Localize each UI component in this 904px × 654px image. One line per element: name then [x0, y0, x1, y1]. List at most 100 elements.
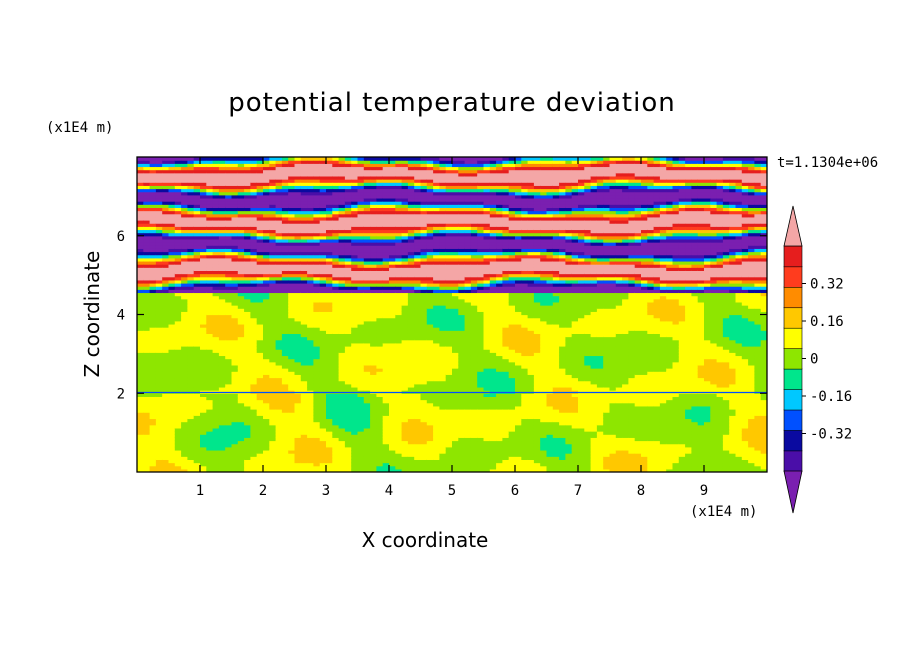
contour-cell [149, 251, 157, 256]
contour-cell [250, 421, 258, 426]
contour-cell [244, 434, 251, 438]
contour-cell [445, 421, 453, 426]
contour-cell [382, 368, 390, 372]
contour-cell [162, 333, 170, 338]
contour-cell [338, 257, 346, 262]
contour-cell [313, 273, 321, 278]
contour-cell [269, 434, 277, 438]
contour-cell [263, 197, 270, 202]
contour-cell [401, 311, 409, 316]
contour-cell [370, 295, 377, 300]
contour-cell [281, 393, 289, 397]
contour-cell [439, 358, 447, 363]
contour-cell [332, 374, 340, 379]
contour-cell [445, 317, 453, 322]
contour-cell [332, 204, 340, 208]
contour-cell [137, 245, 144, 249]
contour-cell [143, 446, 151, 451]
contour-cell [439, 232, 447, 237]
contour-cell [244, 207, 251, 212]
contour-cell [149, 182, 157, 186]
contour-cell [193, 437, 201, 442]
contour-cell [319, 292, 327, 297]
contour-cell [357, 377, 365, 382]
contour-cell [275, 270, 283, 275]
contour-cell [300, 204, 308, 208]
contour-cell [351, 254, 359, 259]
contour-cell [382, 355, 390, 360]
contour-cell [143, 270, 151, 275]
contour-cell [137, 374, 144, 379]
contour-cell [351, 175, 359, 180]
contour-cell [206, 298, 214, 303]
contour-cell [414, 346, 422, 350]
contour-cell [281, 283, 289, 287]
contour-cell [155, 434, 163, 438]
contour-cell [193, 424, 201, 429]
contour-cell [307, 465, 314, 470]
contour-cell [420, 320, 428, 325]
contour-cell [363, 336, 371, 341]
contour-cell [307, 415, 314, 420]
contour-cell [256, 443, 264, 448]
contour-cell [376, 399, 384, 404]
contour-cell [155, 273, 163, 278]
contour-cell [414, 220, 422, 224]
contour-cell [187, 434, 195, 438]
contour-cell [281, 434, 289, 438]
contour-cell [162, 349, 170, 353]
contour-cell [250, 349, 258, 353]
contour-cell [275, 346, 283, 350]
contour-cell [433, 361, 440, 366]
contour-cell [376, 257, 384, 262]
contour-cell [244, 431, 251, 435]
contour-cell [288, 355, 296, 360]
contour-cell [389, 216, 396, 221]
contour-cell [420, 292, 428, 297]
contour-cell [174, 229, 182, 234]
contour-cell [344, 371, 352, 375]
contour-cell [206, 371, 214, 375]
contour-cell [370, 163, 377, 168]
contour-cell [155, 342, 163, 347]
contour-cell [181, 191, 188, 196]
contour-cell [326, 213, 333, 218]
contour-cell [313, 320, 321, 325]
contour-cell [439, 169, 447, 174]
contour-cell [155, 235, 163, 240]
contour-cell [426, 163, 434, 168]
contour-cell [382, 427, 390, 432]
contour-cell [433, 330, 440, 334]
contour-cell [269, 346, 277, 350]
contour-cell [407, 260, 415, 265]
contour-cell [231, 204, 239, 208]
contour-cell [218, 361, 226, 366]
contour-cell [168, 396, 176, 401]
contour-cell [332, 443, 340, 448]
contour-cell [414, 169, 422, 174]
contour-cell [225, 308, 233, 312]
contour-cell [357, 352, 365, 357]
contour-cell [137, 235, 144, 240]
contour-cell [162, 286, 170, 290]
contour-cell [288, 283, 296, 287]
contour-cell [174, 342, 182, 347]
contour-cell [137, 339, 144, 344]
contour-cell [338, 358, 346, 363]
contour-cell [370, 427, 377, 432]
contour-cell [433, 248, 440, 253]
contour-cell [300, 245, 308, 249]
contour-cell [294, 251, 302, 256]
contour-cell [407, 361, 415, 366]
contour-cell [256, 207, 264, 212]
contour-cell [445, 368, 453, 372]
contour-cell [193, 248, 201, 253]
contour-cell [200, 336, 207, 341]
contour-cell [338, 295, 346, 300]
contour-cell [414, 421, 422, 426]
contour-cell [193, 440, 201, 445]
contour-cell [332, 166, 340, 171]
contour-cell [281, 210, 289, 215]
contour-cell [294, 440, 302, 445]
contour-cell [212, 197, 220, 202]
